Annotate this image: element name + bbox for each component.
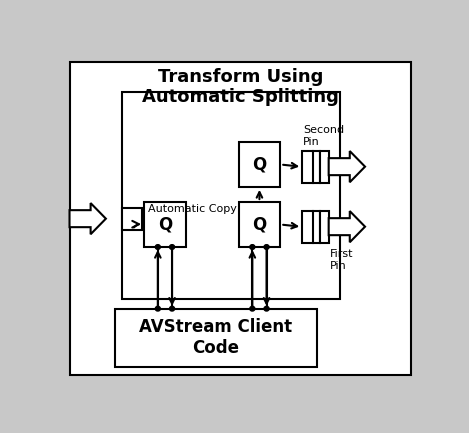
Text: Second
Pin: Second Pin (303, 126, 344, 147)
Circle shape (250, 307, 255, 311)
FancyBboxPatch shape (144, 202, 186, 247)
Circle shape (169, 245, 174, 249)
Circle shape (250, 245, 255, 249)
Text: AVStream Client
Code: AVStream Client Code (139, 318, 292, 357)
Polygon shape (69, 203, 106, 234)
Circle shape (155, 307, 160, 311)
FancyBboxPatch shape (115, 309, 317, 367)
Circle shape (169, 307, 174, 311)
FancyBboxPatch shape (122, 208, 142, 229)
FancyBboxPatch shape (320, 211, 329, 242)
FancyBboxPatch shape (239, 202, 280, 247)
FancyBboxPatch shape (302, 211, 320, 242)
Text: Automatic Copy: Automatic Copy (148, 204, 237, 213)
Polygon shape (329, 151, 365, 182)
Text: Q: Q (252, 155, 266, 174)
Circle shape (264, 245, 269, 249)
FancyBboxPatch shape (320, 151, 329, 183)
Circle shape (155, 245, 160, 249)
Text: Q: Q (252, 216, 266, 233)
FancyBboxPatch shape (69, 62, 411, 375)
Circle shape (264, 307, 269, 311)
Text: Transform Using
Automatic Splitting: Transform Using Automatic Splitting (142, 68, 339, 107)
FancyBboxPatch shape (302, 151, 320, 183)
Text: First
Pin: First Pin (329, 249, 353, 271)
Text: Q: Q (158, 216, 172, 233)
Polygon shape (329, 211, 365, 242)
FancyBboxPatch shape (122, 92, 340, 299)
FancyBboxPatch shape (239, 142, 280, 187)
